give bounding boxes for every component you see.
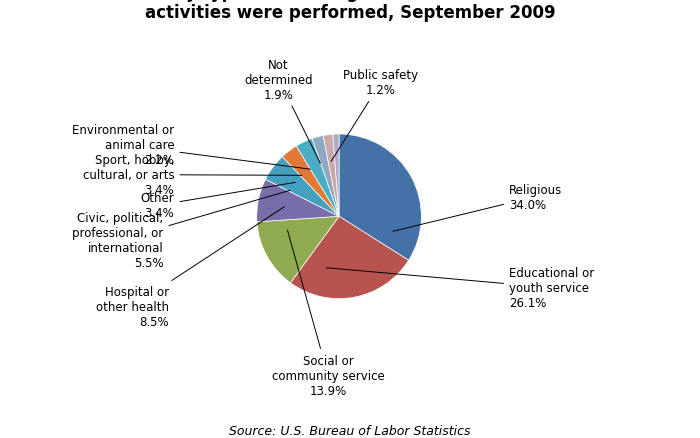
Text: Sport, hobby,
cultural, or arts
3.4%: Sport, hobby, cultural, or arts 3.4%: [83, 154, 302, 197]
Wedge shape: [312, 136, 339, 217]
Wedge shape: [257, 217, 339, 283]
Text: Other
3.4%: Other 3.4%: [141, 183, 295, 220]
Text: Hospital or
other health
8.5%: Hospital or other health 8.5%: [96, 207, 284, 328]
Text: Public safety
1.2%: Public safety 1.2%: [331, 69, 419, 162]
Text: Source: U.S. Bureau of Labor Statistics: Source: U.S. Bureau of Labor Statistics: [230, 424, 470, 437]
Wedge shape: [296, 139, 339, 217]
Title: Volunteers by type of main organization for which volunteer
activities were perf: Volunteers by type of main organization …: [66, 0, 634, 22]
Wedge shape: [323, 135, 339, 217]
Text: Educational or
youth service
26.1%: Educational or youth service 26.1%: [326, 267, 594, 309]
Text: Social or
community service
13.9%: Social or community service 13.9%: [272, 230, 384, 397]
Wedge shape: [339, 135, 421, 261]
Wedge shape: [265, 157, 339, 217]
Text: Environmental or
animal care
2.2%: Environmental or animal care 2.2%: [72, 124, 310, 170]
Text: Not
determined
1.9%: Not determined 1.9%: [244, 59, 321, 164]
Wedge shape: [257, 180, 339, 223]
Text: Civic, political,
professional, or
international
5.5%: Civic, political, professional, or inter…: [72, 191, 290, 270]
Text: Religious
34.0%: Religious 34.0%: [393, 183, 562, 232]
Wedge shape: [332, 135, 339, 217]
Wedge shape: [290, 217, 409, 299]
Wedge shape: [282, 147, 339, 217]
